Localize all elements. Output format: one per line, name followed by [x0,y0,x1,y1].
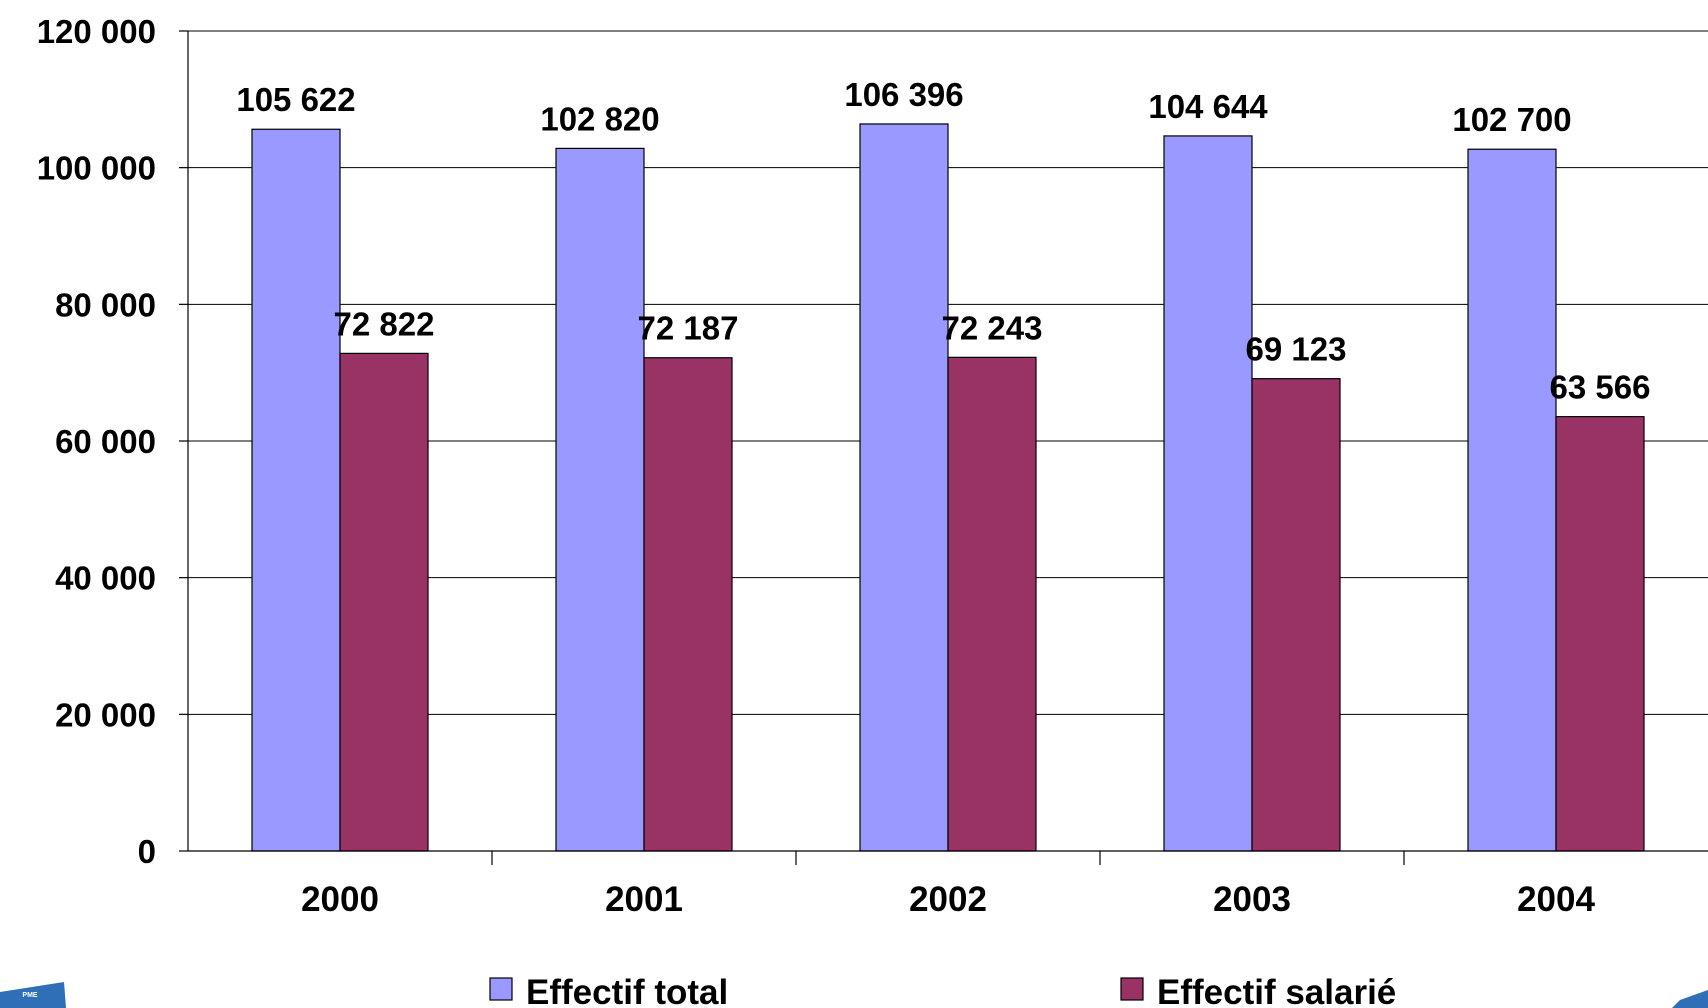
bar-effectif-salarie-2003 [1251,378,1341,852]
x-tick-label: 2002 [909,880,987,919]
data-label: 69 123 [1246,331,1347,368]
data-label: 102 820 [540,100,659,137]
y-tick-label: 80 000 [55,286,156,323]
y-tick-label: 100 000 [37,150,156,187]
y-tick-label: 40 000 [55,560,156,597]
bar-effectif-salarie-2002 [947,356,1037,852]
data-label: 72 187 [638,310,739,347]
x-tick-label: 2000 [301,880,379,919]
legend-swatch-effectif-salarie [1120,977,1144,1001]
bar-effectif-total-2002 [859,123,949,852]
data-label: 104 644 [1148,88,1268,125]
y-tick-label: 0 [138,833,156,870]
y-tick-label: 120 000 [37,13,156,50]
bar-effectif-salarie-2000 [339,352,429,852]
data-label: 102 700 [1452,101,1571,138]
legend-label-effectif-total: Effectif total [526,973,728,1008]
legend-label-effectif-salarie: Effectif salarié [1157,973,1396,1008]
bar-effectif-total-2000 [251,128,341,852]
bar-effectif-total-2004 [1467,148,1557,852]
x-tick-label: 2001 [605,880,683,919]
bars [251,123,1645,852]
legend: Effectif total Effectif salarié [489,973,1396,1008]
bar-effectif-total-2001 [555,147,645,852]
data-labels: 105 622 72 822 102 820 72 187 106 396 72 243 1… [236,76,1650,406]
data-label: 63 566 [1550,369,1651,406]
pme-logo-right [1672,990,1708,1008]
legend-swatch-effectif-total [489,977,513,1001]
x-tick-label: 2003 [1213,880,1291,919]
pme-logo-left: PME [0,982,66,1008]
logo-text: PME [22,992,38,999]
data-label: 105 622 [236,81,355,118]
bar-effectif-salarie-2001 [643,357,733,852]
axes: 0 20 000 40 000 60 000 80 000 100 000 120 000 2… [37,13,1708,919]
y-tick-label: 20 000 [55,696,156,733]
bar-effectif-total-2003 [1163,135,1253,852]
data-label: 106 396 [844,76,963,113]
y-tick-label: 60 000 [55,423,156,460]
data-label: 72 822 [334,305,435,342]
data-label: 72 243 [942,309,1043,346]
bar-effectif-salarie-2004 [1555,416,1645,852]
x-tick-label: 2004 [1517,880,1595,919]
